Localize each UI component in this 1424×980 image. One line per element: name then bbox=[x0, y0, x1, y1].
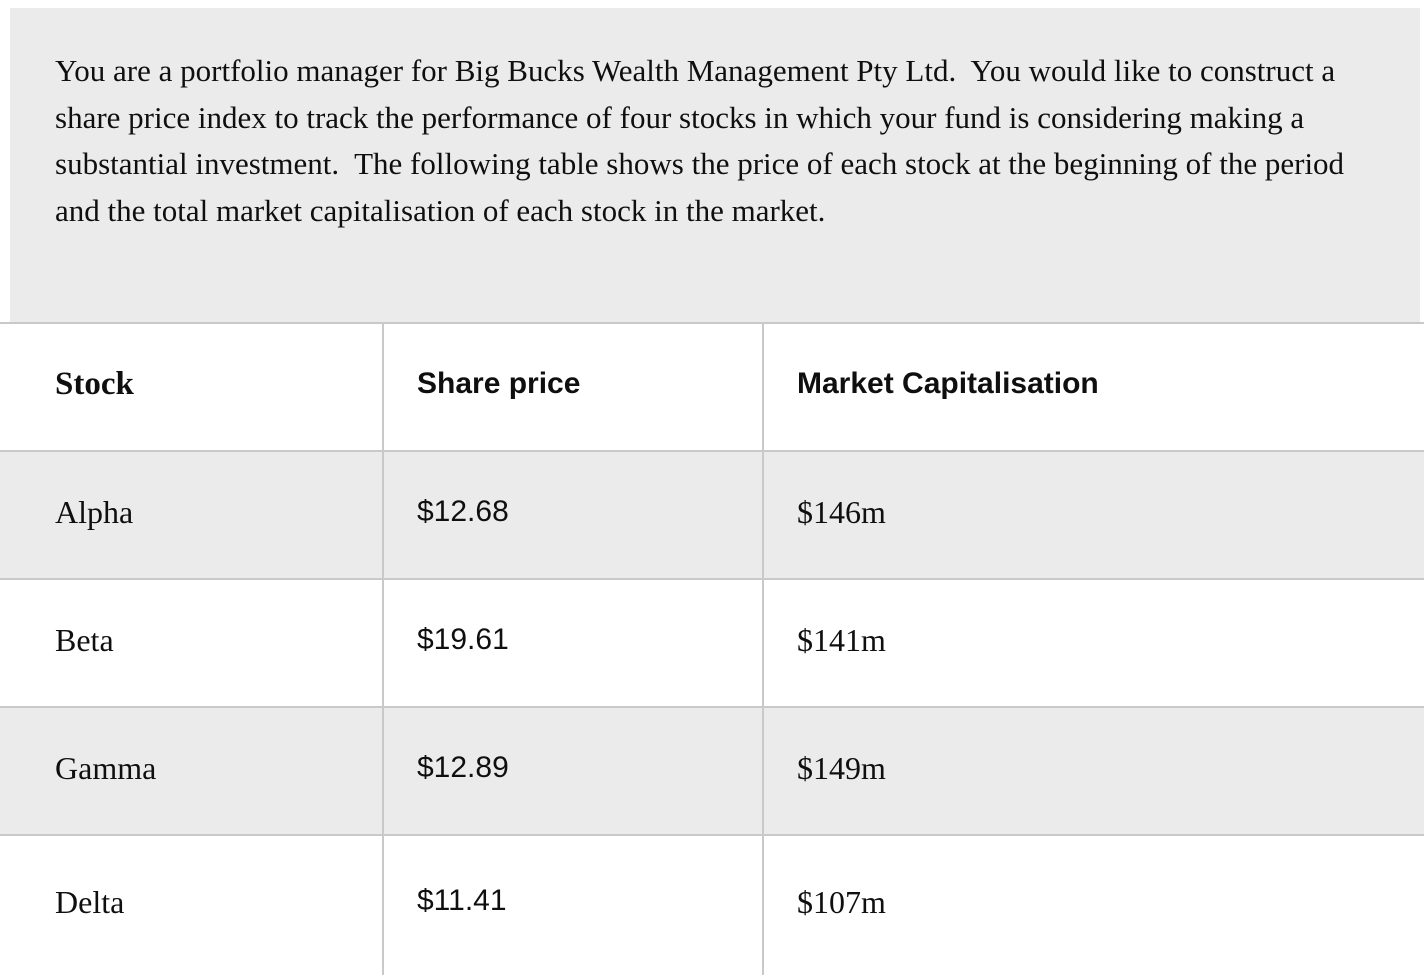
market-cap-cell: $107m bbox=[762, 834, 1424, 975]
table-row: Beta $19.61 $141m bbox=[0, 578, 1424, 707]
stock-name-cell: Gamma bbox=[0, 706, 383, 835]
table-row: Delta $11.41 $107m bbox=[0, 834, 1424, 975]
market-cap-cell: $149m bbox=[762, 706, 1424, 835]
share-price-cell: $11.41 bbox=[382, 834, 763, 975]
share-price-cell: $12.68 bbox=[382, 450, 763, 579]
stock-name-cell: Alpha bbox=[0, 450, 383, 579]
col-header-share-price: Share price bbox=[382, 322, 763, 451]
question-intro-block: You are a portfolio manager for Big Buck… bbox=[10, 8, 1420, 322]
table-row: Alpha $12.68 $146m bbox=[0, 450, 1424, 579]
market-cap-cell: $146m bbox=[762, 450, 1424, 579]
market-cap-cell: $141m bbox=[762, 578, 1424, 707]
stock-name-cell: Beta bbox=[0, 578, 383, 707]
stock-name-cell: Delta bbox=[0, 834, 383, 975]
question-text: You are a portfolio manager for Big Buck… bbox=[55, 53, 1352, 228]
col-header-stock: Stock bbox=[0, 322, 383, 451]
col-header-market-cap: Market Capitalisation bbox=[762, 322, 1424, 451]
table-row: Gamma $12.89 $149m bbox=[0, 706, 1424, 835]
share-price-cell: $12.89 bbox=[382, 706, 763, 835]
stocks-table: Stock Share price Market Capitalisation … bbox=[0, 322, 1424, 975]
table-header-row: Stock Share price Market Capitalisation bbox=[0, 322, 1424, 451]
question-page: You are a portfolio manager for Big Buck… bbox=[0, 8, 1424, 975]
share-price-cell: $19.61 bbox=[382, 578, 763, 707]
